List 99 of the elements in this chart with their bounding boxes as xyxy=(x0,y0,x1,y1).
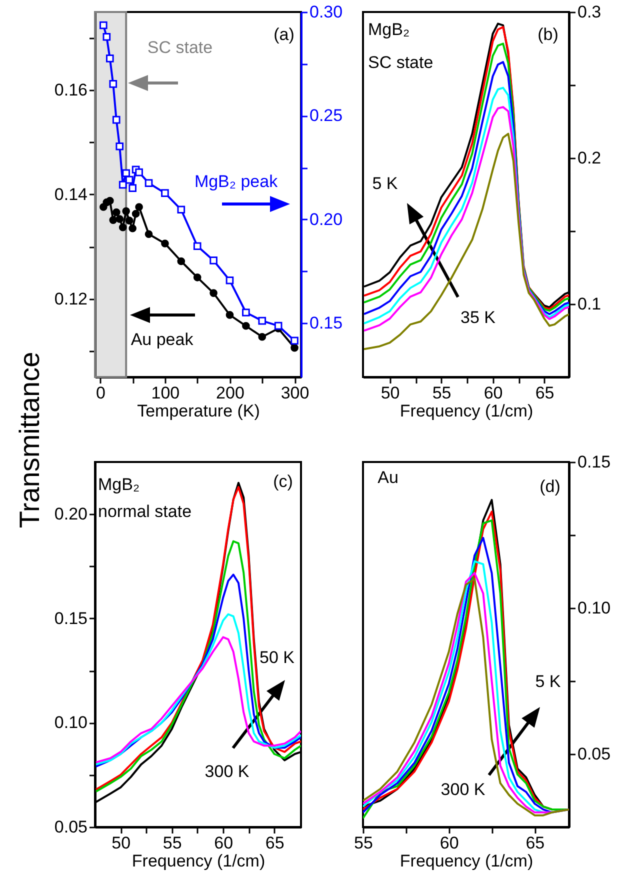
point xyxy=(210,256,218,264)
x-axis-title: Frequency (1/cm) xyxy=(132,852,266,870)
y-tick-label: 0.10 xyxy=(54,713,88,732)
point xyxy=(122,207,130,216)
y2-tick-label: 0.05 xyxy=(578,744,611,764)
annotation: 5 K xyxy=(535,672,562,691)
y2-tick-label: 0.1 xyxy=(578,294,602,314)
annotation: (c) xyxy=(273,472,293,491)
line-series xyxy=(95,540,301,793)
series-label: MgB₂ peak xyxy=(194,172,278,191)
point xyxy=(109,216,118,224)
annotation: 5 K xyxy=(372,174,398,193)
line-series xyxy=(363,132,569,350)
point xyxy=(128,184,136,192)
point xyxy=(106,196,114,205)
x-tick-label: 50 xyxy=(112,834,131,852)
x-tick-label: 60 xyxy=(484,384,503,402)
point xyxy=(144,179,153,188)
x-axis-title: Frequency (1/cm) xyxy=(400,852,534,870)
point xyxy=(290,344,298,352)
point xyxy=(226,276,234,284)
x-tick-label: 65 xyxy=(526,834,545,852)
point xyxy=(193,274,202,282)
point xyxy=(161,189,169,197)
point xyxy=(116,142,124,150)
x-tick-label: 55 xyxy=(432,384,452,402)
y2-tick-label: 0.20 xyxy=(310,210,343,229)
annotation: SC state xyxy=(368,53,434,72)
point xyxy=(125,176,134,184)
y2-tick-label: 0.15 xyxy=(578,452,611,472)
annotation: 35 K xyxy=(460,308,496,327)
x-tick-label: 60 xyxy=(440,834,459,852)
legend-label: Au peak xyxy=(130,330,194,349)
annotation: (d) xyxy=(540,477,560,496)
point xyxy=(135,168,143,176)
point xyxy=(290,336,298,345)
annotation: 300 K xyxy=(440,780,486,799)
point xyxy=(177,206,186,214)
point xyxy=(144,230,153,238)
x-tick-label: 100 xyxy=(151,384,180,402)
y-tick-label: 0.14 xyxy=(54,185,88,204)
annotation: MgB₂ xyxy=(368,20,410,39)
annotation: 300 K xyxy=(204,762,250,781)
point xyxy=(116,215,124,223)
point xyxy=(122,169,130,178)
y2-tick-label: 0.25 xyxy=(310,106,343,126)
x-axis-title: Frequency (1/cm) xyxy=(400,402,534,420)
point xyxy=(112,208,120,216)
y2-tick-label: 0.15 xyxy=(310,314,343,333)
line-series xyxy=(95,613,301,766)
point xyxy=(118,223,127,232)
x-tick-label: 300 xyxy=(280,384,310,402)
x-axis-title: Temperature (K) xyxy=(137,402,260,420)
x-tick-label: 55 xyxy=(354,834,373,852)
y-tick-label: 0.20 xyxy=(54,504,88,524)
point xyxy=(242,322,250,330)
point xyxy=(112,116,120,124)
y-axis-title: Transmittance xyxy=(14,352,46,528)
band-label: SC state xyxy=(147,38,213,57)
point xyxy=(102,32,111,41)
y-tick-label: 0.15 xyxy=(54,608,88,628)
point xyxy=(242,308,250,316)
point xyxy=(177,257,186,266)
x-tick-label: 60 xyxy=(214,834,234,852)
x-tick-label: 65 xyxy=(535,384,554,402)
point xyxy=(193,242,202,250)
x-tick-label: 50 xyxy=(380,384,400,402)
y2-tick-label: 0.30 xyxy=(310,2,343,22)
point xyxy=(118,180,127,189)
point xyxy=(258,316,266,325)
x-tick-label: 55 xyxy=(162,834,182,852)
point xyxy=(128,224,136,232)
annotation: Au xyxy=(378,468,398,487)
y-tick-label: 0.12 xyxy=(54,289,88,308)
point xyxy=(106,54,114,62)
annotation: (b) xyxy=(538,25,558,44)
y-tick-label: 0.05 xyxy=(54,818,88,836)
annotation: MgB₂ xyxy=(98,475,140,494)
point xyxy=(109,80,118,88)
annotation: normal state xyxy=(98,502,192,521)
point xyxy=(125,216,134,224)
point xyxy=(135,203,143,211)
point xyxy=(258,332,266,341)
x-tick-label: 0 xyxy=(96,384,106,402)
point xyxy=(161,240,169,248)
x-tick-label: 65 xyxy=(265,834,284,852)
y2-tick-label: 0.3 xyxy=(578,2,602,22)
y-tick-label: 0.16 xyxy=(54,80,88,100)
point xyxy=(274,322,282,330)
annotation: (a) xyxy=(274,25,294,44)
point xyxy=(100,21,108,30)
x-tick-label: 200 xyxy=(216,384,244,402)
line-series xyxy=(95,636,301,764)
point xyxy=(210,289,218,297)
annotation: 50 K xyxy=(260,648,296,667)
y2-tick-label: 0.10 xyxy=(578,598,611,618)
point xyxy=(132,210,140,218)
y2-tick-label: 0.2 xyxy=(578,148,602,168)
point xyxy=(226,311,234,319)
